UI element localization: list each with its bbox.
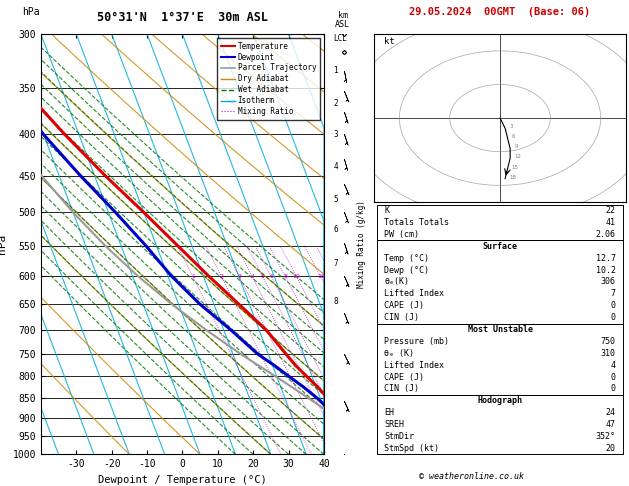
- Text: θₑ(K): θₑ(K): [384, 278, 409, 286]
- Bar: [377, 240, 623, 324]
- Text: CAPE (J): CAPE (J): [384, 301, 425, 310]
- Text: Mixing Ratio (g/kg): Mixing Ratio (g/kg): [357, 200, 366, 288]
- Text: 12.7: 12.7: [596, 254, 616, 262]
- Text: CIN (J): CIN (J): [384, 384, 420, 394]
- Text: 50°31'N  1°37'E  30m ASL: 50°31'N 1°37'E 30m ASL: [97, 11, 268, 23]
- Text: 16: 16: [317, 274, 325, 278]
- Text: 2: 2: [333, 99, 338, 108]
- Text: 5: 5: [261, 274, 265, 278]
- Text: StmDir: StmDir: [384, 432, 415, 441]
- Text: Temp (°C): Temp (°C): [384, 254, 430, 262]
- Text: 3: 3: [509, 124, 513, 129]
- Text: Lifted Index: Lifted Index: [384, 361, 444, 370]
- Text: 306: 306: [601, 278, 616, 286]
- Text: Dewp (°C): Dewp (°C): [384, 265, 430, 275]
- Text: 18: 18: [509, 174, 516, 180]
- Text: EH: EH: [384, 408, 394, 417]
- Text: 6: 6: [269, 274, 273, 278]
- Text: Totals Totals: Totals Totals: [384, 218, 449, 227]
- Text: θₑ (K): θₑ (K): [384, 349, 415, 358]
- Text: 1: 1: [333, 66, 338, 75]
- Text: 20: 20: [606, 444, 616, 453]
- Y-axis label: hPa: hPa: [0, 234, 7, 254]
- Bar: [377, 205, 623, 240]
- Text: K: K: [384, 206, 389, 215]
- Text: 9: 9: [514, 144, 518, 149]
- Text: 10: 10: [292, 274, 301, 278]
- Text: 7: 7: [611, 289, 616, 298]
- Text: PW (cm): PW (cm): [384, 230, 420, 239]
- Text: Surface: Surface: [482, 242, 518, 251]
- Text: 2: 2: [220, 274, 223, 278]
- Text: 29.05.2024  00GMT  (Base: 06): 29.05.2024 00GMT (Base: 06): [409, 7, 591, 17]
- Text: Lifted Index: Lifted Index: [384, 289, 444, 298]
- Text: 12: 12: [514, 155, 521, 159]
- Text: 0: 0: [611, 313, 616, 322]
- Text: 24: 24: [606, 408, 616, 417]
- Text: 0: 0: [611, 384, 616, 394]
- Text: 4: 4: [333, 162, 338, 171]
- Bar: [377, 324, 623, 395]
- Text: 47: 47: [606, 420, 616, 429]
- Legend: Temperature, Dewpoint, Parcel Trajectory, Dry Adiabat, Wet Adiabat, Isotherm, Mi: Temperature, Dewpoint, Parcel Trajectory…: [217, 38, 320, 120]
- Text: 2.06: 2.06: [596, 230, 616, 239]
- X-axis label: Dewpoint / Temperature (°C): Dewpoint / Temperature (°C): [98, 475, 267, 485]
- Text: 3: 3: [237, 274, 242, 278]
- Text: km
ASL: km ASL: [335, 11, 350, 29]
- Text: 3: 3: [333, 130, 338, 139]
- Text: Hodograph: Hodograph: [477, 397, 523, 405]
- Text: 750: 750: [601, 337, 616, 346]
- Text: 1: 1: [191, 274, 195, 278]
- Text: 8: 8: [333, 297, 338, 306]
- Text: Pressure (mb): Pressure (mb): [384, 337, 449, 346]
- Text: 7: 7: [333, 259, 338, 268]
- Text: CIN (J): CIN (J): [384, 313, 420, 322]
- Text: © weatheronline.co.uk: © weatheronline.co.uk: [420, 472, 524, 481]
- Text: 352°: 352°: [596, 432, 616, 441]
- Text: 8: 8: [284, 274, 287, 278]
- Text: 0: 0: [611, 301, 616, 310]
- Text: 22: 22: [606, 206, 616, 215]
- Text: kt: kt: [384, 37, 395, 46]
- Text: 41: 41: [606, 218, 616, 227]
- Text: 15: 15: [511, 165, 519, 170]
- Text: 6: 6: [511, 134, 515, 139]
- Text: CAPE (J): CAPE (J): [384, 373, 425, 382]
- Text: 4: 4: [611, 361, 616, 370]
- Text: LCL: LCL: [333, 34, 347, 43]
- Text: 0: 0: [611, 373, 616, 382]
- Text: 10.2: 10.2: [596, 265, 616, 275]
- Bar: [377, 395, 623, 454]
- Text: SREH: SREH: [384, 420, 404, 429]
- Text: 6: 6: [333, 225, 338, 234]
- Text: 310: 310: [601, 349, 616, 358]
- Text: 4: 4: [250, 274, 254, 278]
- Text: hPa: hPa: [22, 7, 40, 17]
- Text: 5: 5: [333, 195, 338, 204]
- Text: StmSpd (kt): StmSpd (kt): [384, 444, 439, 453]
- Text: Most Unstable: Most Unstable: [467, 325, 533, 334]
